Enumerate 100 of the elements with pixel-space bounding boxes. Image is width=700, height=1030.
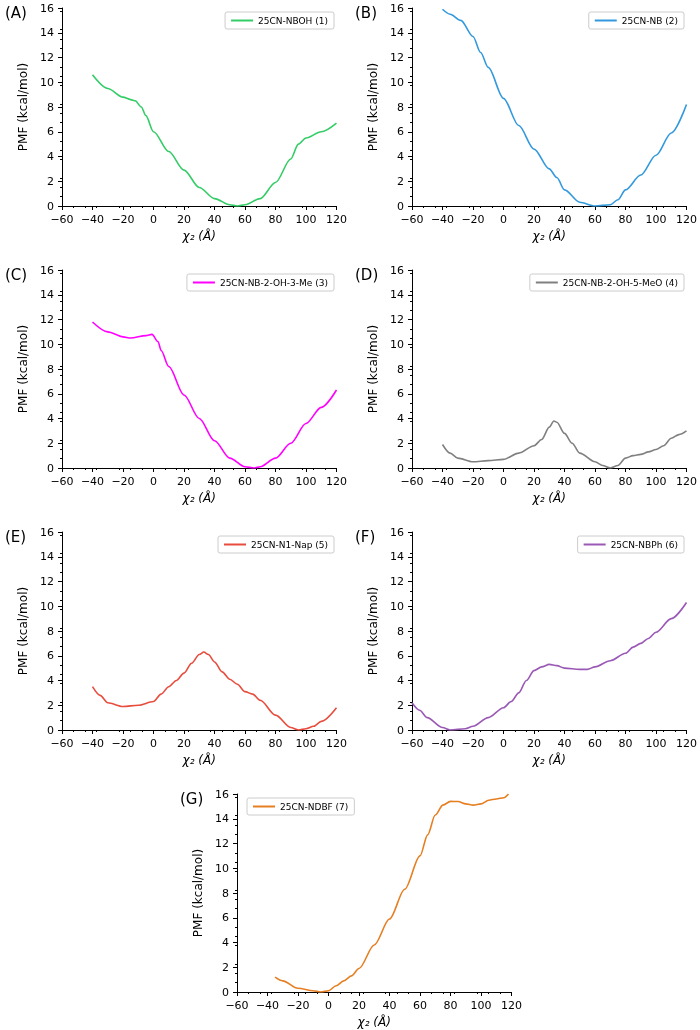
x-tick-label: 20 (177, 213, 191, 226)
y-tick-label: 2 (397, 436, 404, 450)
y-tick-label: 12 (390, 51, 404, 64)
y-tick-label: 12 (40, 575, 54, 588)
x-tick-label: −60 (225, 999, 249, 1012)
y-tick-label: 12 (40, 313, 54, 326)
x-tick-label: −40 (80, 737, 105, 750)
x-tick-label: −20 (111, 475, 135, 488)
y-axis-title: PMF (kcal/mol) (16, 324, 31, 414)
x-tick-label: 100 (645, 475, 667, 488)
x-tick-label: 0 (500, 737, 507, 750)
x-tick-label: −60 (400, 213, 424, 226)
y-tick-label: 0 (397, 199, 404, 213)
x-tick-label: 80 (268, 475, 283, 488)
y-tick-label: 14 (215, 812, 229, 826)
x-tick-label: −60 (50, 475, 74, 488)
y-axis-title: PMF (kcal/mol) (191, 848, 206, 938)
chart-title: (E) (5, 527, 27, 546)
y-axis-title: PMF (kcal/mol) (366, 62, 381, 152)
x-tick-label: 100 (295, 213, 317, 226)
x-tick-label: 80 (618, 475, 633, 488)
x-tick-label: 80 (618, 213, 633, 226)
x-tick-label: −40 (80, 213, 105, 226)
y-tick-label: 14 (390, 288, 404, 302)
x-tick-label: −40 (255, 999, 280, 1012)
x-tick-label: 40 (557, 737, 572, 750)
x-tick-label: 60 (588, 737, 602, 750)
x-tick-label: 80 (268, 213, 283, 226)
y-tick-label: 6 (397, 649, 404, 663)
y-tick-label: 2 (397, 698, 404, 712)
y-axis-title: PMF (kcal/mol) (16, 62, 31, 152)
x-tick-label: 80 (618, 737, 633, 750)
x-tick-label: −20 (461, 737, 485, 750)
y-tick-label: 16 (40, 525, 54, 539)
x-tick-label: 100 (470, 999, 492, 1012)
x-tick-label: 120 (676, 475, 697, 488)
x-tick-label: 20 (527, 213, 541, 226)
y-tick-label: 14 (40, 26, 54, 40)
line-series (441, 420, 688, 469)
y-tick-label: 6 (397, 387, 404, 401)
y-tick-label: 14 (40, 288, 54, 302)
x-tick-label: −20 (286, 999, 310, 1012)
y-axis-title: PMF (kcal/mol) (366, 324, 381, 414)
x-tick-label: 100 (645, 213, 667, 226)
y-tick-label: 12 (40, 51, 54, 64)
legend-label: 25CN-NB-2-OH-3-Me (3) (219, 277, 329, 288)
x-tick-label: 20 (352, 999, 366, 1012)
x-tick-label: 60 (588, 213, 602, 226)
x-tick-label: 60 (588, 475, 602, 488)
chart-title: (B) (355, 3, 377, 22)
y-tick-label: 6 (222, 911, 229, 925)
y-tick-label: 0 (397, 723, 404, 737)
x-tick-label: 60 (238, 737, 252, 750)
y-tick-label: 12 (390, 313, 404, 326)
x-tick-label: −20 (461, 475, 485, 488)
y-tick-label: 4 (47, 150, 54, 163)
x-tick-label: −20 (111, 213, 135, 226)
x-tick-label: −20 (461, 213, 485, 226)
x-tick-label: −40 (80, 475, 105, 488)
y-tick-label: 8 (47, 624, 54, 638)
y-tick-label: 8 (222, 886, 229, 900)
x-tick-label: 80 (268, 737, 283, 750)
y-axis-title: PMF (kcal/mol) (366, 586, 381, 676)
y-tick-label: 4 (222, 936, 229, 949)
y-tick-label: 16 (390, 1, 404, 15)
line-series (91, 74, 338, 207)
legend-label: 25CN-NB (2) (621, 15, 678, 26)
x-tick-label: −60 (400, 737, 424, 750)
chart-title: (G) (180, 789, 204, 808)
y-tick-label: 14 (390, 550, 404, 564)
y-tick-label: 8 (47, 100, 54, 114)
x-tick-label: 100 (645, 737, 667, 750)
x-tick-label: 80 (443, 999, 458, 1012)
y-tick-label: 6 (397, 125, 404, 139)
y-tick-label: 4 (47, 674, 54, 687)
y-tick-label: 6 (47, 649, 54, 663)
y-tick-label: 16 (40, 263, 54, 277)
y-tick-label: 4 (397, 412, 404, 425)
y-tick-label: 16 (390, 263, 404, 277)
legend-label: 25CN-NBPh (6) (610, 539, 679, 550)
y-tick-label: 8 (397, 362, 404, 376)
legend-label: 25CN-NDBF (7) (280, 801, 349, 812)
y-tick-label: 0 (47, 461, 54, 475)
y-tick-label: 2 (47, 698, 54, 712)
y-tick-label: 10 (390, 599, 404, 613)
x-tick-label: 100 (295, 737, 317, 750)
y-tick-label: 8 (47, 362, 54, 376)
y-tick-label: 16 (40, 1, 54, 15)
y-tick-label: 6 (47, 387, 54, 401)
y-tick-label: 2 (222, 960, 229, 974)
x-tick-label: 0 (150, 475, 157, 488)
x-tick-label: −20 (111, 737, 135, 750)
x-tick-label: −60 (400, 475, 424, 488)
x-tick-label: 20 (177, 475, 191, 488)
y-tick-label: 12 (390, 575, 404, 588)
chart-title: (A) (5, 3, 27, 22)
x-axis-title: χ₂ (Å) (531, 490, 566, 505)
y-tick-label: 8 (397, 624, 404, 638)
x-tick-label: 120 (676, 213, 697, 226)
y-tick-label: 4 (47, 412, 54, 425)
